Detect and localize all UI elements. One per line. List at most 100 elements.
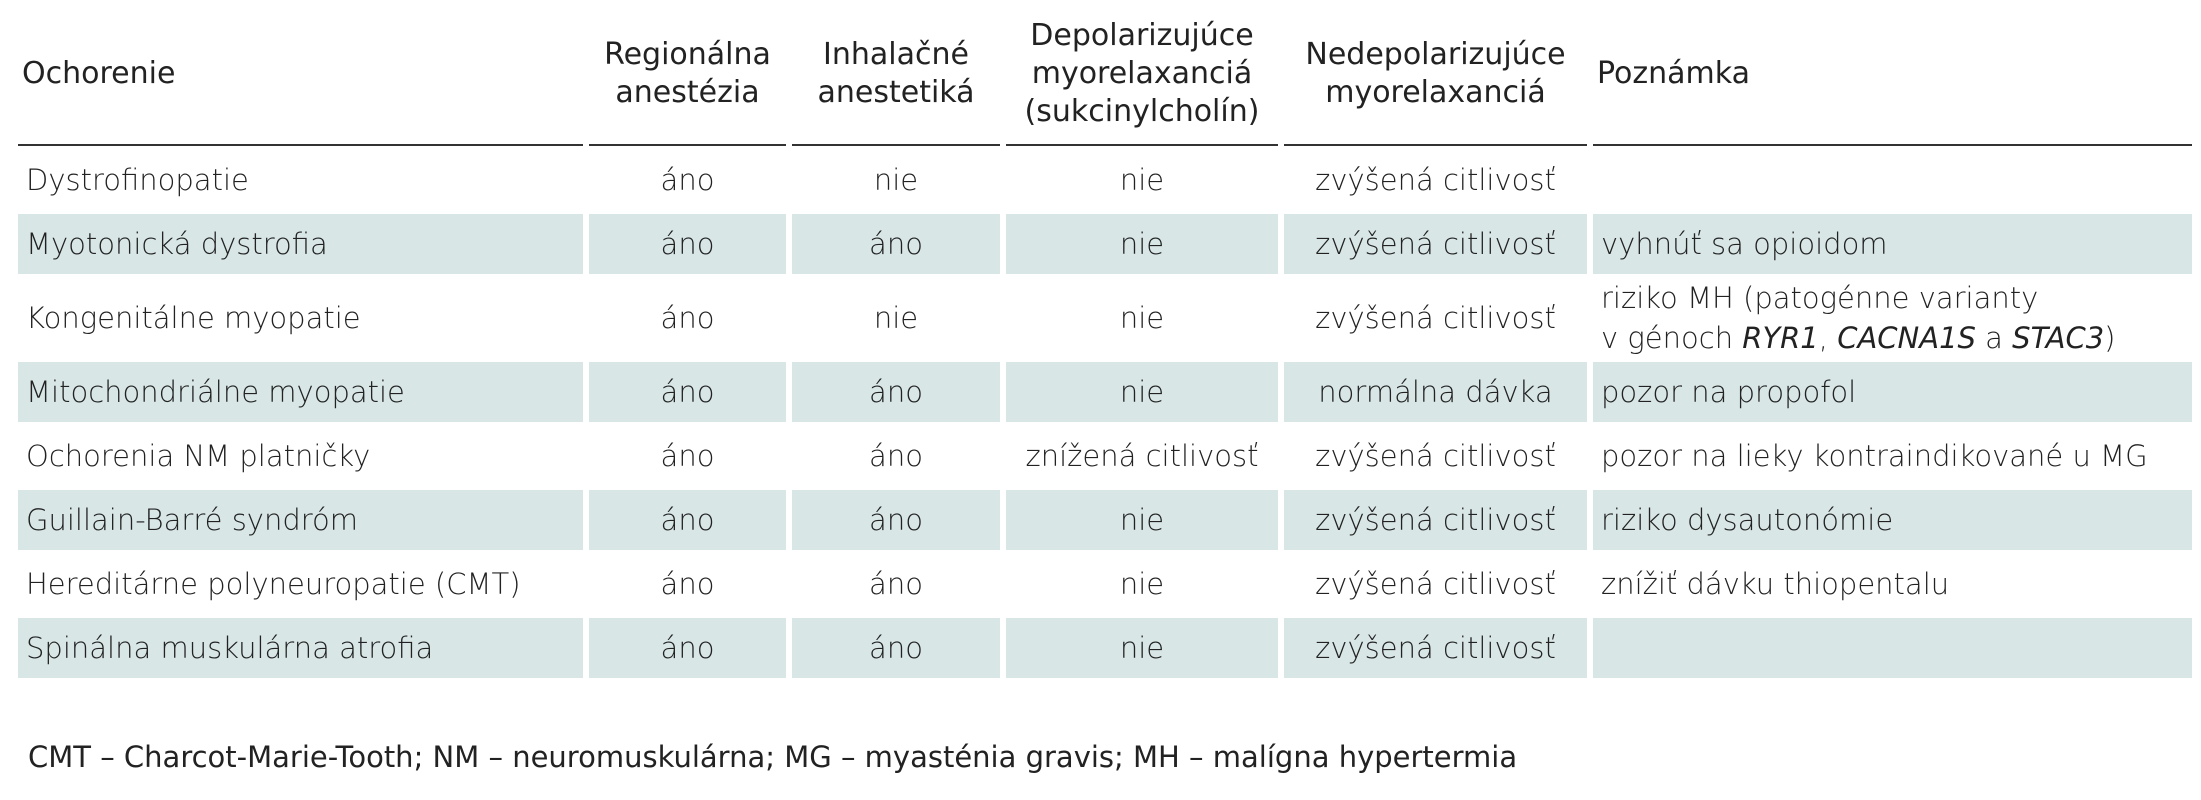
cell-text: v génoch xyxy=(1601,321,1743,355)
cell-text: nie xyxy=(1119,503,1165,537)
cell-text: nie xyxy=(873,163,919,197)
cell-text: STAC3 xyxy=(2012,321,2105,355)
cell-text: áno xyxy=(660,163,715,197)
table-cell: áno xyxy=(589,278,786,358)
table-cell: áno xyxy=(589,618,786,678)
table-cell: zvýšená citlivosť xyxy=(1284,426,1587,486)
cell-text: áno xyxy=(660,301,715,335)
cell-text: RYR1 xyxy=(1742,321,1819,355)
header-cell: Poznámka xyxy=(1593,4,2192,146)
table-row: Ochorenia NM platničky áno áno znížená citl… xyxy=(18,426,2192,486)
cell-text: Ochorenia NM platničky xyxy=(26,439,371,473)
header-text: Depolarizujúce xyxy=(1030,18,1254,53)
table-cell: nie xyxy=(1006,554,1278,614)
footnote: CMT – Charcot-Marie-Tooth; NM – neuromus… xyxy=(28,740,1518,774)
table-cell: nie xyxy=(1006,150,1278,210)
table-row: Dystrofinopatie áno nie nie zvýšená citlivos… xyxy=(18,150,2192,210)
cell-text: a xyxy=(1975,321,2013,355)
cell-text: normálna dávka xyxy=(1318,375,1553,409)
table-cell: áno xyxy=(589,214,786,274)
table-cell: vyhnúť sa opioidom xyxy=(1593,214,2192,274)
cell-text: nie xyxy=(1119,567,1165,601)
table-row: Guillain-Barré syndróm áno áno nie zvýšená c… xyxy=(18,490,2192,550)
table-cell: áno xyxy=(589,426,786,486)
table-cell: áno xyxy=(792,490,1000,550)
cell-text: CACNA1S xyxy=(1837,321,1976,355)
header-cell: Ochorenie xyxy=(18,4,583,146)
cell-text: zvýšená citlivosť xyxy=(1315,503,1556,537)
table-cell: áno xyxy=(589,554,786,614)
cell-text: nie xyxy=(873,301,919,335)
table-cell: Ochorenia NM platničky xyxy=(18,426,583,486)
table-cell: zvýšená citlivosť xyxy=(1284,490,1587,550)
table-cell: zvýšená citlivosť xyxy=(1284,150,1587,210)
table-row: Spinálna muskulárna atrofia áno áno nie zvýš… xyxy=(18,618,2192,678)
cell-text: zvýšená citlivosť xyxy=(1315,631,1556,665)
cell-text: zvýšená citlivosť xyxy=(1315,163,1556,197)
cell-text: nie xyxy=(1119,301,1165,335)
table-cell: pozor na lieky kontraindikované u MG xyxy=(1593,426,2192,486)
cell-text: zvýšená citlivosť xyxy=(1315,227,1556,261)
cell-text: Dystrofinopatie xyxy=(26,163,249,197)
cell-text: áno xyxy=(869,503,923,537)
table-cell: áno xyxy=(589,362,786,422)
table-body: Dystrofinopatie áno nie nie zvýšená citlivos… xyxy=(18,150,2192,678)
table-cell: nie xyxy=(1006,618,1278,678)
table-cell: Kongenitálne myopatie xyxy=(18,278,583,358)
header-row: Ochorenie Regionálna anestézia Inhalačné ane… xyxy=(18,4,2192,146)
table-cell: nie xyxy=(1006,490,1278,550)
table-cell: áno xyxy=(792,554,1000,614)
header-cell: Nedepolarizujúce myorelaxanciá xyxy=(1284,4,1587,146)
table: Ochorenie Regionálna anestézia Inhalačné ane… xyxy=(12,0,2198,682)
table-cell: Dystrofinopatie xyxy=(18,150,583,210)
cell-text: nie xyxy=(1119,631,1165,665)
table-cell: nie xyxy=(792,150,1000,210)
header-cell: Inhalačné anestetiká xyxy=(792,4,1000,146)
table-cell: riziko dysautonómie xyxy=(1593,490,2192,550)
table-cell xyxy=(1593,618,2192,678)
table-wrap: Ochorenie Regionálna anestézia Inhalačné ane… xyxy=(12,0,2192,682)
cell-text: áno xyxy=(869,227,923,261)
table-cell: znížiť dávku thiopentalu xyxy=(1593,554,2192,614)
cell-text: znížená citlivosť xyxy=(1025,439,1259,473)
cell-text: znížiť dávku thiopentalu xyxy=(1601,567,1950,601)
cell-text: zvýšená citlivosť xyxy=(1315,301,1556,335)
table-cell: áno xyxy=(792,426,1000,486)
cell-text: áno xyxy=(660,375,715,409)
table-cell: Hereditárne polyneuropatie (CMT) xyxy=(18,554,583,614)
header-cell: Regionálna anestézia xyxy=(589,4,786,146)
table-row: Kongenitálne myopatie áno nie nie zvýšená ci… xyxy=(18,278,2192,358)
table-cell: zvýšená citlivosť xyxy=(1284,278,1587,358)
cell-text: vyhnúť sa opioidom xyxy=(1601,227,1888,261)
table-cell: pozor na propofol xyxy=(1593,362,2192,422)
header-text: myorelaxanciá xyxy=(1031,56,1253,91)
table-cell xyxy=(1593,150,2192,210)
table-cell: Spinálna muskulárna atrofia xyxy=(18,618,583,678)
header-text: Regionálna xyxy=(604,37,771,72)
header-cell: Depolarizujúce myorelaxanciá (sukcinylchol… xyxy=(1006,4,1278,146)
table-cell: nie xyxy=(1006,214,1278,274)
cell-text: Hereditárne polyneuropatie (CMT) xyxy=(26,567,521,601)
cell-text: Myotonická dystrofia xyxy=(26,227,328,261)
cell-text: Mitochondriálne myopatie xyxy=(26,375,405,409)
cell-text: nie xyxy=(1119,375,1165,409)
table-cell: áno xyxy=(589,150,786,210)
table-cell: znížená citlivosť xyxy=(1006,426,1278,486)
table-cell: Mitochondriálne myopatie xyxy=(18,362,583,422)
cell-text: áno xyxy=(660,567,715,601)
cell-text: , xyxy=(1818,321,1838,355)
cell-text: áno xyxy=(660,227,715,261)
table-cell: áno xyxy=(589,490,786,550)
table-cell: nie xyxy=(792,278,1000,358)
cell-text: zvýšená citlivosť xyxy=(1315,567,1556,601)
table-cell: riziko MH (patogénne varianty v génoch RY… xyxy=(1593,278,2192,358)
table-cell: zvýšená citlivosť xyxy=(1284,618,1587,678)
cell-text: pozor na propofol xyxy=(1601,375,1857,409)
cell-text: nie xyxy=(1119,163,1165,197)
header-text: Poznámka xyxy=(1597,56,1750,91)
table-cell: Guillain-Barré syndróm xyxy=(18,490,583,550)
cell-text: áno xyxy=(869,567,923,601)
table-cell: áno xyxy=(792,362,1000,422)
table-cell: Myotonická dystrofia xyxy=(18,214,583,274)
